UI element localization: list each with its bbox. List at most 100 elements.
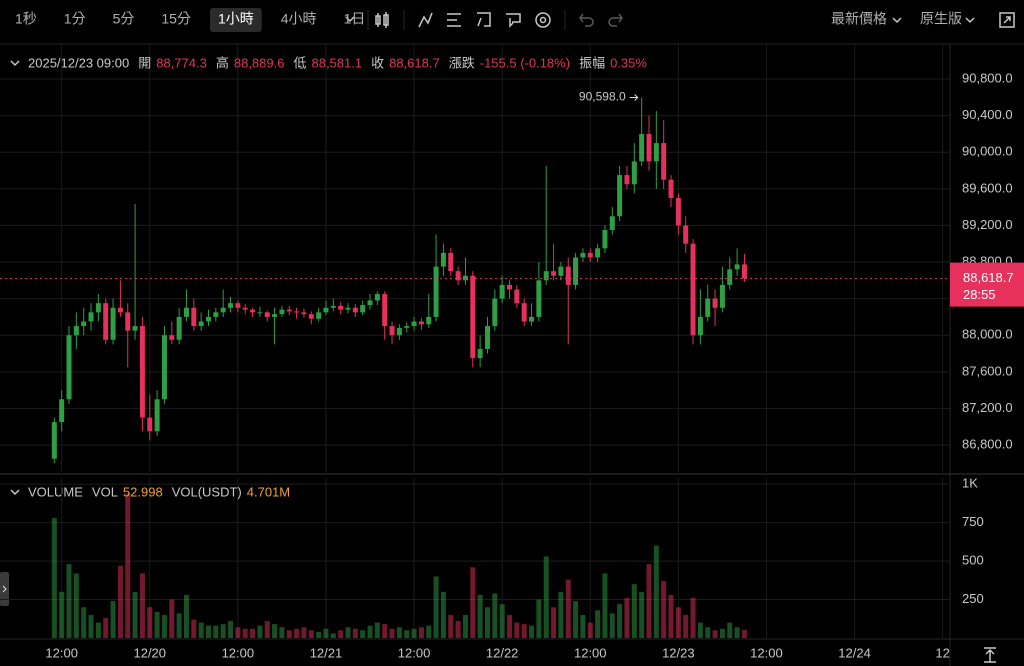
- candle-body: [308, 314, 314, 319]
- volume-bar: [675, 607, 681, 638]
- scroll-to-latest[interactable]: [984, 647, 996, 663]
- side-tab-arrow: [2, 585, 7, 593]
- volume-bar: [360, 630, 366, 638]
- interval-button[interactable]: 5分: [113, 11, 135, 27]
- volume-bar: [323, 628, 329, 638]
- candle-body: [338, 305, 344, 310]
- volume-bar: [624, 598, 630, 638]
- volume-bar: [66, 564, 72, 638]
- settings-icon[interactable]: [535, 12, 551, 28]
- volume-tick-label: 1K: [962, 476, 978, 491]
- candle-body: [404, 326, 410, 328]
- candle-body: [81, 321, 87, 327]
- price-type[interactable]: 最新價格: [831, 11, 887, 27]
- candle-body: [448, 252, 454, 272]
- candle-body: [88, 312, 94, 322]
- candle-body: [161, 335, 167, 400]
- x-tick-label: 12:00: [45, 645, 78, 660]
- candle-body: [59, 399, 65, 423]
- legend-value: 88,581.1: [311, 55, 362, 70]
- candle-body: [624, 175, 630, 185]
- x-tick-label: 12:00: [222, 645, 255, 660]
- candle-body: [316, 312, 322, 319]
- candle-body: [551, 271, 557, 276]
- settings-icon-center: [539, 16, 547, 24]
- candle-body: [529, 316, 535, 322]
- redo-icon[interactable]: [608, 13, 623, 27]
- candle-body: [697, 316, 703, 336]
- volume-bar: [499, 604, 505, 638]
- volume-bar: [470, 567, 476, 638]
- x-tick-label: 12/21: [310, 645, 343, 660]
- volume-bar: [683, 614, 689, 638]
- legend-label: VOL: [92, 484, 118, 499]
- candle-body: [147, 417, 153, 432]
- view-dropdown[interactable]: [965, 17, 975, 24]
- volume-bar: [551, 607, 557, 638]
- candle-body: [470, 275, 476, 359]
- volume-bar: [580, 614, 586, 638]
- volume-bar: [257, 625, 263, 638]
- candle-body: [734, 264, 740, 270]
- candle-body: [602, 229, 608, 249]
- indicator-icon[interactable]: [418, 12, 433, 28]
- volume-bar: [639, 591, 645, 638]
- volume-bar: [609, 613, 615, 638]
- volume-bar: [88, 614, 94, 638]
- view-mode[interactable]: 原生版: [920, 11, 962, 27]
- candle-body: [117, 307, 123, 313]
- volume-bar: [521, 624, 527, 638]
- volume-bar: [719, 628, 725, 638]
- compare-icon[interactable]: [477, 12, 491, 27]
- candle-body: [514, 289, 520, 304]
- volume-bar: [81, 607, 87, 638]
- interval-button[interactable]: 1小時: [218, 11, 254, 27]
- candle-body: [279, 309, 285, 315]
- volume-bar: [161, 614, 167, 638]
- candle-body: [433, 266, 439, 317]
- interval-button[interactable]: 1日: [344, 11, 366, 27]
- volume-bar: [455, 621, 461, 638]
- toolbar-icons: [0, 10, 1015, 663]
- candle-body: [352, 307, 358, 313]
- candle-body: [191, 307, 197, 327]
- interval-button[interactable]: 1分: [64, 11, 86, 27]
- undo-icon[interactable]: [579, 13, 594, 27]
- legend-label: 低: [293, 55, 306, 70]
- candle-body: [66, 335, 72, 400]
- candle-body: [250, 309, 256, 313]
- interval-button[interactable]: 15分: [161, 11, 191, 27]
- last-price-label: 88,618.7: [963, 270, 1014, 285]
- side-tab[interactable]: [0, 572, 9, 606]
- volume-bar: [367, 625, 373, 638]
- candle-style-icon[interactable]: [375, 12, 389, 28]
- volume-bar: [514, 622, 520, 638]
- candle-body: [220, 307, 226, 313]
- interval-button[interactable]: 4小時: [281, 11, 317, 27]
- candle-body: [477, 348, 483, 359]
- volume-bar: [477, 594, 483, 638]
- last-price-box: [950, 262, 1024, 307]
- collapse-volume[interactable]: [10, 489, 20, 496]
- x-tick-label: 12: [935, 645, 949, 660]
- collapse-legend[interactable]: [10, 60, 20, 67]
- drawing-icon[interactable]: [447, 13, 461, 27]
- x-tick-label: 12:00: [574, 645, 607, 660]
- replay-icon[interactable]: [506, 13, 521, 28]
- y-tick-label: 89,600.0: [962, 180, 1013, 195]
- volume-bar: [125, 493, 131, 638]
- candle-body: [426, 316, 432, 325]
- legend-value: 0.35%: [610, 55, 647, 70]
- candle-body: [396, 327, 402, 336]
- price-type-dropdown[interactable]: [892, 17, 902, 24]
- candle-body: [235, 303, 241, 308]
- volume-bar: [411, 628, 417, 638]
- fullscreen-icon[interactable]: [999, 12, 1015, 28]
- volume-bar: [440, 591, 446, 638]
- interval-dropdown[interactable]: [345, 16, 355, 23]
- volume-bar: [712, 630, 718, 638]
- interval-button[interactable]: 1秒: [15, 11, 37, 27]
- volume-bar: [139, 573, 145, 638]
- legend-value: 52.998: [123, 484, 163, 499]
